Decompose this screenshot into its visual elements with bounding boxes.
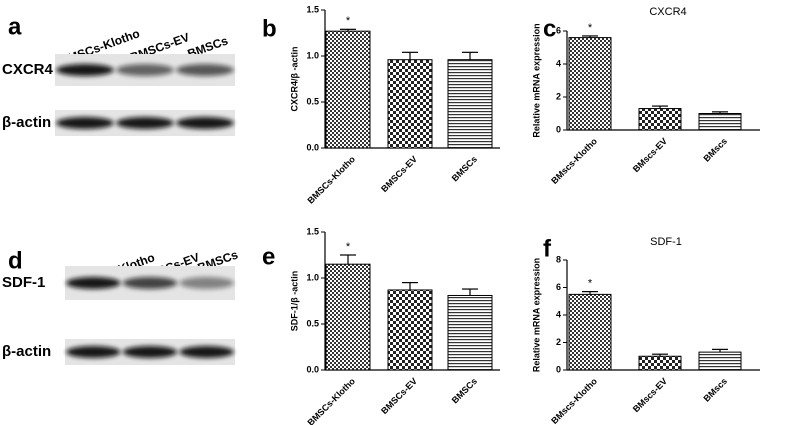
y-tick-label: 1.0	[306, 50, 319, 60]
blot-band	[66, 277, 121, 289]
y-tick-label: 6	[556, 25, 561, 35]
row-label: SDF-1	[2, 274, 45, 291]
chart-title: SDF-1	[650, 236, 682, 248]
bar	[447, 59, 493, 149]
significance-marker: *	[588, 278, 593, 290]
x-tick-label: BMSCs	[450, 154, 479, 183]
row-label: β-actin	[2, 343, 51, 360]
y-tick-label: 0.5	[306, 96, 319, 106]
y-axis-label: Relative mRNA expression	[531, 258, 541, 372]
error-bar	[402, 51, 418, 60]
error-bar	[582, 291, 598, 295]
x-tick-label: BMSCs-Klotho	[305, 376, 357, 425]
error-bar	[652, 353, 668, 357]
x-tick-label: BMscs	[702, 136, 730, 164]
y-tick-label: 1.5	[306, 4, 319, 14]
blot-band	[176, 117, 234, 129]
blot-band	[122, 346, 178, 358]
blot-band	[116, 64, 174, 76]
y-tick-label: 1.5	[306, 226, 319, 236]
error-bar	[462, 51, 478, 60]
y-axis-label: SDF-1/β -actin	[289, 271, 299, 332]
blot-band	[176, 64, 234, 76]
bar	[638, 108, 682, 131]
y-tick-label: 8	[556, 254, 561, 264]
panel-label: f	[543, 235, 552, 262]
bar	[568, 293, 612, 371]
blot-band	[116, 117, 174, 129]
y-tick-label: 4	[556, 58, 561, 68]
error-bar	[340, 28, 356, 32]
error-bar	[712, 111, 728, 114]
panel-label: d	[8, 247, 23, 274]
y-tick-label: 0.5	[306, 318, 319, 328]
chart-title: CXCR4	[649, 6, 686, 18]
x-tick-label: BMscs-EV	[631, 376, 669, 414]
y-axis-label: Relative mRNA expression	[531, 23, 541, 137]
bar	[698, 351, 742, 371]
bar	[698, 113, 742, 131]
x-tick-label: BMSCs-Klotho	[305, 154, 357, 206]
panel-label: e	[262, 243, 275, 270]
y-tick-label: 0.0	[306, 364, 319, 374]
x-tick-label: BMscs-Klotho	[549, 136, 599, 186]
row-label: CXCR4	[2, 61, 54, 78]
blot-band	[179, 346, 234, 358]
y-axis-label: CXCR4/β -actin	[289, 46, 299, 111]
blot-band	[56, 117, 114, 129]
y-tick-label: 4	[556, 309, 561, 319]
bar	[325, 30, 371, 149]
y-tick-label: 0.0	[306, 142, 319, 152]
blot-band	[179, 277, 234, 289]
bar	[638, 355, 682, 371]
bar	[568, 37, 612, 131]
bar	[325, 263, 371, 371]
blot-band	[56, 64, 114, 76]
bar	[387, 289, 433, 371]
blot-band	[66, 346, 121, 358]
error-bar	[340, 254, 356, 265]
y-tick-label: 0	[556, 124, 561, 134]
significance-marker: *	[346, 15, 351, 27]
bar	[387, 59, 433, 149]
error-bar	[582, 35, 598, 38]
x-tick-label: BMscs-Klotho	[549, 376, 599, 425]
error-bar	[402, 282, 418, 290]
x-tick-label: BMscs-EV	[631, 136, 669, 174]
row-label: β-actin	[2, 114, 51, 131]
error-bar	[712, 348, 728, 353]
y-tick-label: 2	[556, 337, 561, 347]
x-tick-label: BMscs	[702, 376, 730, 404]
significance-marker: *	[588, 22, 593, 34]
blot-band	[122, 277, 178, 289]
panel-label: a	[8, 13, 22, 40]
panel-label: c	[543, 15, 556, 42]
significance-marker: *	[346, 241, 351, 253]
bar	[447, 294, 493, 371]
x-tick-label: BMSCs-EV	[379, 154, 419, 194]
y-tick-label: 1.0	[306, 272, 319, 282]
y-tick-label: 0	[556, 364, 561, 374]
y-tick-label: 6	[556, 282, 561, 292]
x-tick-label: BMSCs	[450, 376, 479, 405]
panel-label: b	[262, 15, 277, 42]
error-bar	[462, 288, 478, 296]
error-bar	[652, 105, 668, 109]
y-tick-label: 2	[556, 91, 561, 101]
x-tick-label: BMSCs-EV	[379, 376, 419, 416]
